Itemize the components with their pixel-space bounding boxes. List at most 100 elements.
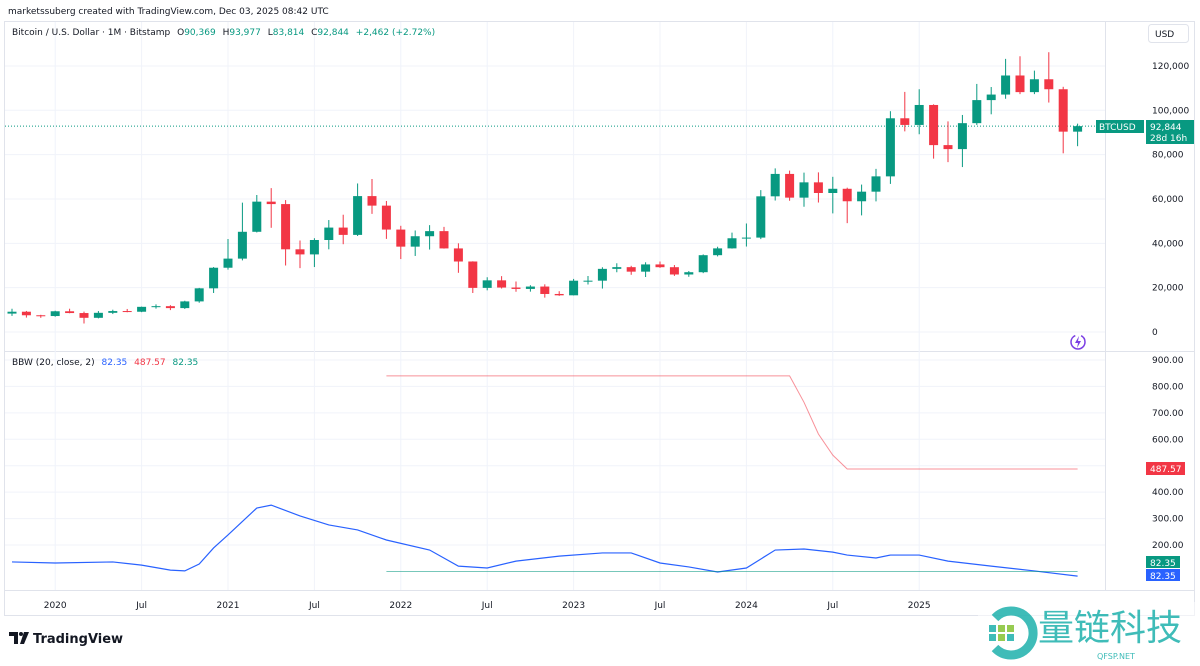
price-tick-label: 0 (1152, 328, 1158, 338)
candle-body (21, 311, 31, 316)
candle (583, 276, 593, 285)
x-tick-label: 2023 (562, 601, 585, 611)
candle (237, 202, 247, 261)
candle-body (468, 261, 478, 288)
candle (900, 91, 910, 132)
candle (36, 314, 46, 318)
candle (756, 190, 766, 240)
candle-body (237, 231, 247, 259)
candle (65, 308, 75, 314)
x-tick-label: Jul (135, 601, 147, 611)
candle (597, 267, 607, 289)
watermark-logo: 量链科技 QFSP.NET (978, 602, 1198, 662)
candle-body (857, 191, 867, 202)
candle-body (713, 248, 723, 256)
candle (295, 240, 305, 269)
candle (684, 271, 694, 277)
bbw-tick-label: 600.00 (1152, 435, 1184, 445)
candle-body (1029, 79, 1039, 93)
candle (108, 309, 118, 315)
candle (21, 310, 31, 318)
symbol-legend[interactable]: Bitcoin / U.S. Dollar · 1M · Bitstamp O9… (12, 28, 435, 38)
candle (425, 225, 435, 250)
candle (439, 226, 449, 249)
time-axis[interactable]: 2020 Jul 2021 Jul 2022 Jul 2023 Jul 2024 Jul 2025 (44, 601, 931, 611)
watermark-cn: 量链科技 (1038, 608, 1182, 649)
candle (972, 83, 982, 125)
candle-body (957, 123, 967, 150)
candle (914, 89, 924, 135)
candle (309, 238, 319, 268)
candle (338, 214, 348, 245)
watermark-en: QFSP.NET (1097, 652, 1135, 661)
candle (957, 114, 967, 168)
candle-body (770, 173, 780, 197)
candle (741, 223, 751, 247)
candle-body (1001, 75, 1011, 95)
bbw-lines (11, 375, 1078, 577)
candle-body (295, 249, 305, 255)
candle-body (597, 268, 607, 281)
currency-button[interactable]: USD (1148, 24, 1189, 43)
candle (79, 311, 89, 324)
price-tick-label: 40,000 (1152, 239, 1184, 249)
candle-body (353, 196, 363, 235)
bbw-axis[interactable]: 200.00 300.00 400.00 600.00 700.00 800.00 900.… (1152, 356, 1184, 551)
candle (1029, 70, 1039, 95)
candle-body (1015, 75, 1025, 93)
candle-body (1073, 126, 1083, 132)
candle (626, 265, 636, 275)
candle (857, 184, 867, 216)
x-tick-label: 2022 (389, 601, 412, 611)
candle-body (871, 176, 881, 192)
candle (1015, 56, 1025, 95)
lightning-icon[interactable] (1070, 334, 1086, 350)
candle (540, 284, 550, 298)
candle (554, 291, 564, 296)
bbw-tick-label: 900.00 (1152, 356, 1184, 366)
candle (828, 176, 838, 214)
candle-body (885, 118, 895, 177)
symbol-price-tag: BTCUSD 92,844 28d 16h (1096, 120, 1194, 144)
svg-text:82.35: 82.35 (1150, 572, 1176, 582)
tradingview-logo[interactable]: TradingView (9, 632, 123, 647)
bbw-tick-label: 300.00 (1152, 515, 1184, 525)
bbw-value-tags: 487.57 82.35 82.35 (1146, 462, 1185, 582)
candles (7, 52, 1083, 324)
candle (353, 183, 363, 237)
x-tick-label: Jul (654, 601, 666, 611)
series-bbw (11, 504, 1078, 577)
bbw-tick-label: 700.00 (1152, 409, 1184, 419)
candle-body (439, 231, 449, 249)
candle-body (929, 104, 939, 146)
candle (885, 111, 895, 184)
symbol-tag-label: BTCUSD (1099, 123, 1136, 133)
bar-countdown: 28d 16h (1150, 134, 1187, 144)
header-credit: marketssuberg created with TradingView.c… (8, 7, 329, 17)
candle (842, 187, 852, 224)
candle-body (209, 267, 219, 289)
price-axis[interactable]: 0 20,000 40,000 60,000 80,000 100,000 120,000 (1152, 62, 1189, 338)
indicator-legend[interactable]: BBW (20, close, 2) 82.35 487.57 82.35 (12, 358, 198, 368)
series-highest-expansion (386, 375, 1078, 470)
candle-body (453, 248, 463, 262)
price-tick-label: 60,000 (1152, 195, 1184, 205)
candle-body (756, 196, 766, 238)
svg-text:TradingView: TradingView (33, 632, 123, 647)
candle (93, 311, 103, 319)
candle (180, 300, 190, 309)
candle-body (151, 306, 161, 308)
price-tick-label: 120,000 (1152, 62, 1189, 72)
candle (655, 261, 665, 268)
candle (165, 305, 175, 311)
candle-body (309, 239, 319, 255)
candle (1044, 52, 1054, 103)
candle-body (741, 237, 751, 239)
candle (669, 265, 679, 276)
candle-body (65, 311, 75, 314)
bbw-tick-label: 800.00 (1152, 382, 1184, 392)
candle-body (799, 182, 809, 198)
candle-body (511, 287, 521, 289)
candle-body (1058, 89, 1068, 132)
